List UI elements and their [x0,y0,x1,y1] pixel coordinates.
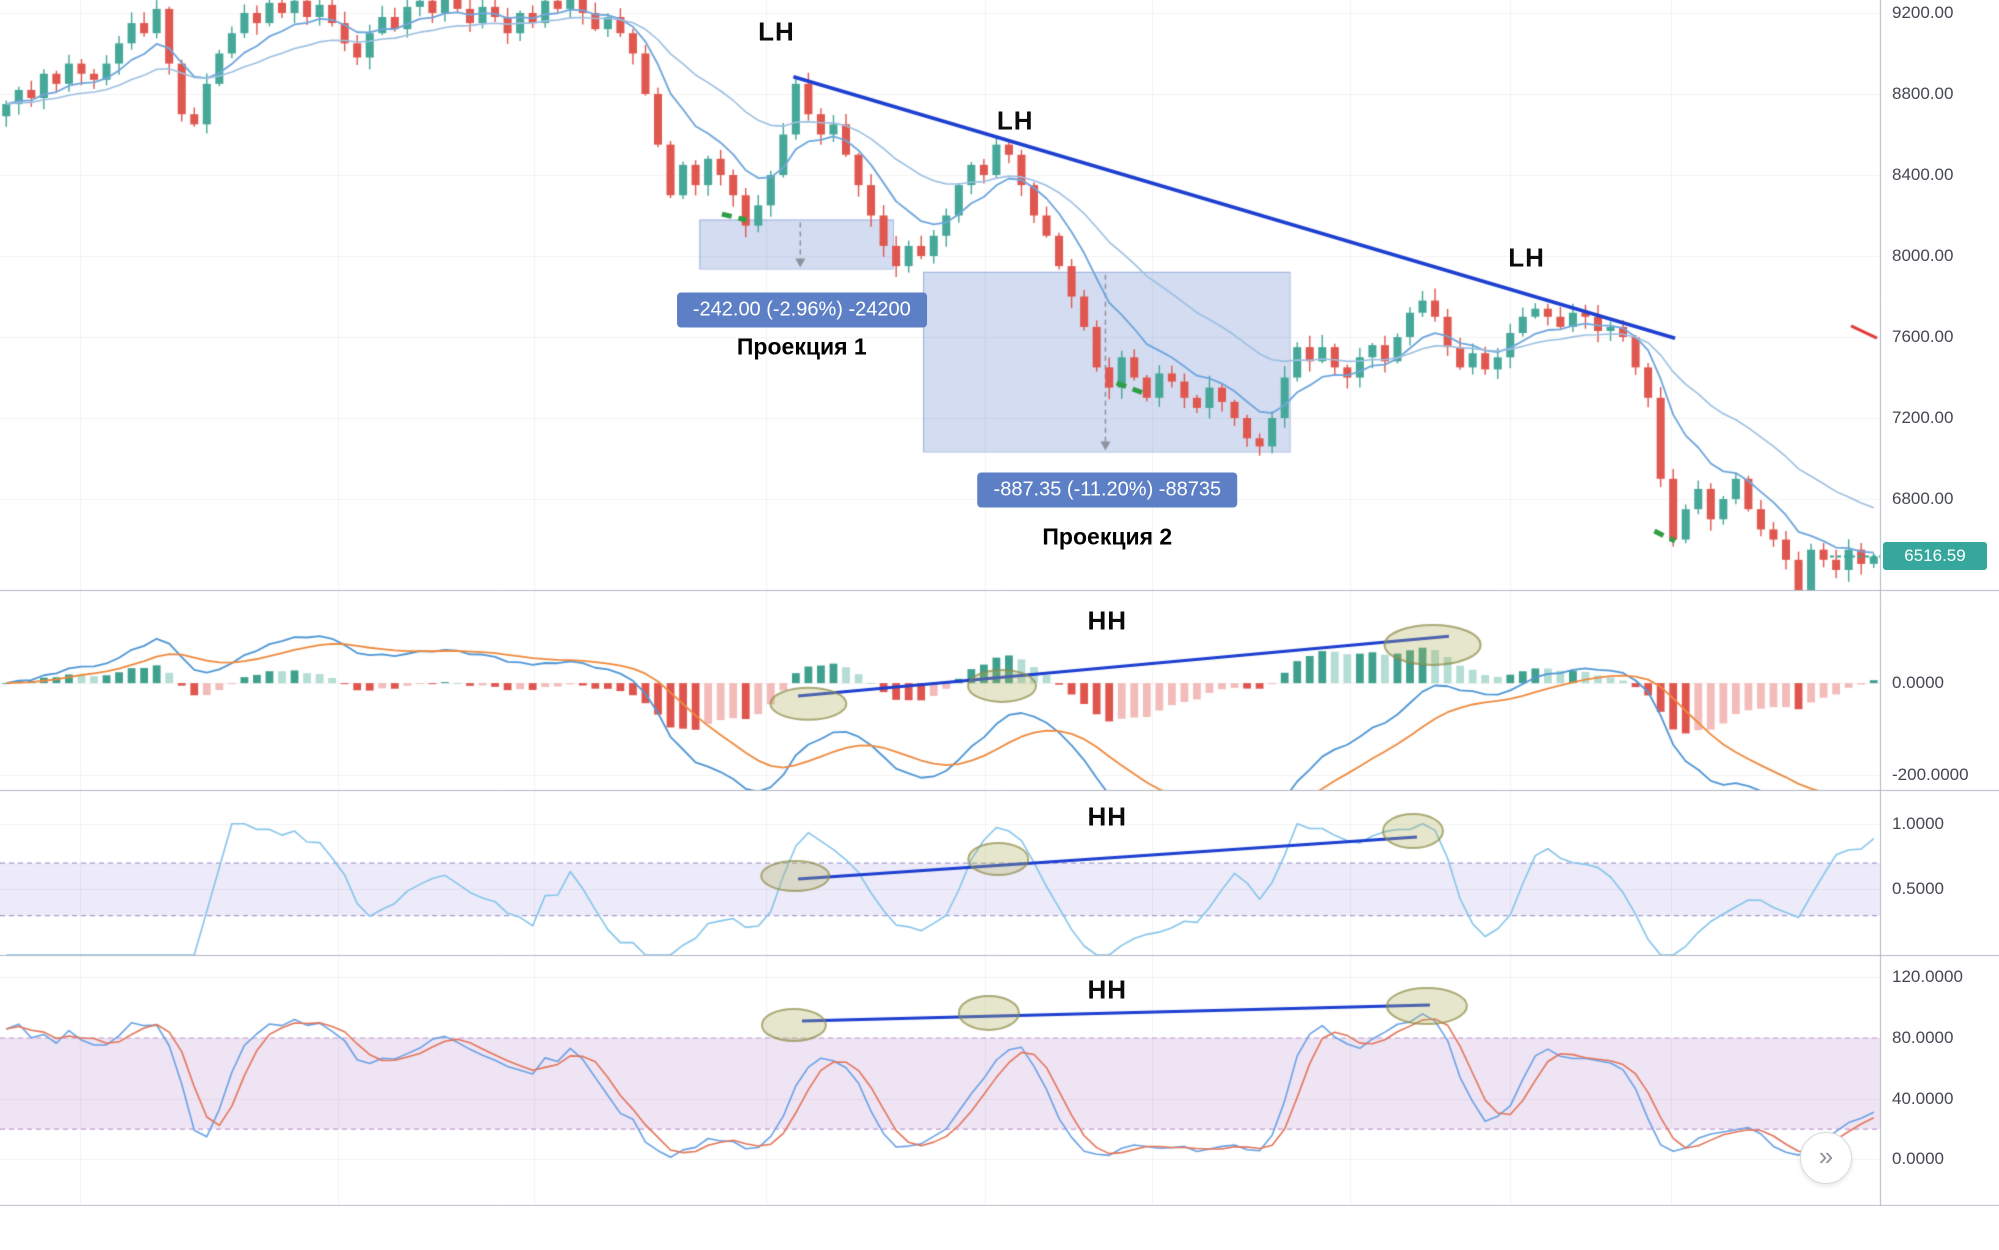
scroll-to-recent-button[interactable]: » [1800,1132,1852,1184]
double-chevron-right-icon: » [1818,1141,1834,1171]
